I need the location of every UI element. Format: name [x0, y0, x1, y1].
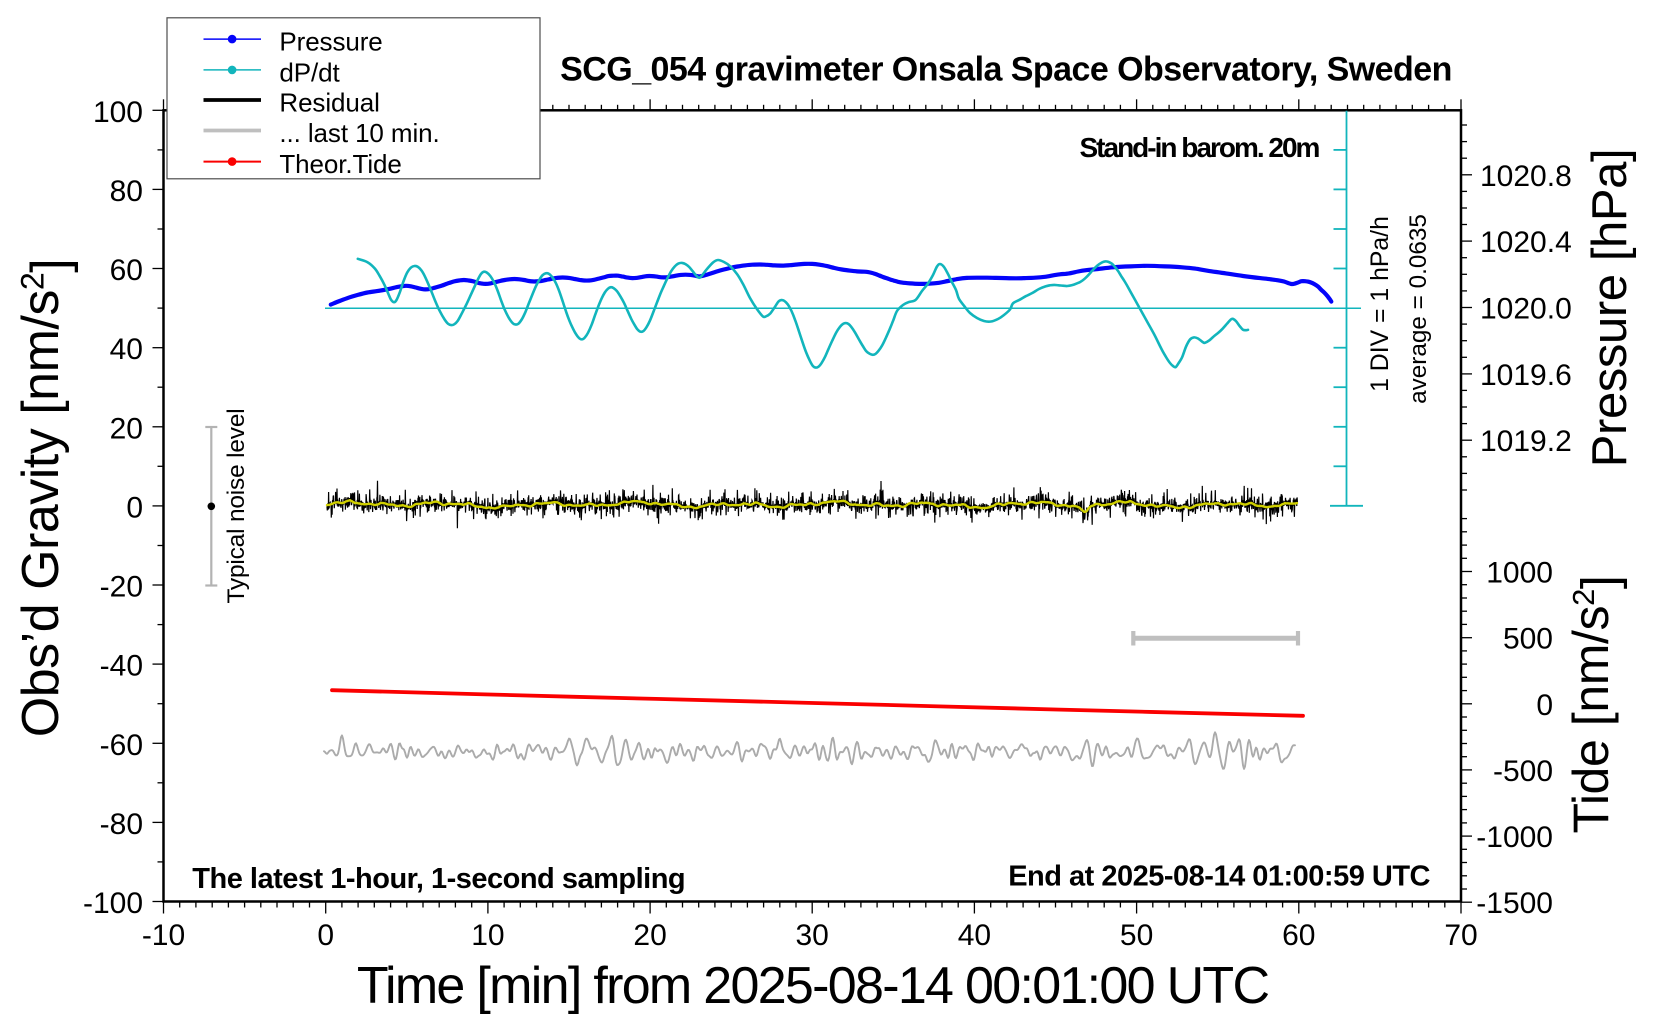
- svg-text:100: 100: [93, 96, 143, 129]
- svg-text:500: 500: [1503, 623, 1553, 656]
- svg-text:1020.8: 1020.8: [1480, 160, 1572, 193]
- svg-text:End at 2025-08-14 01:00:59 UTC: End at 2025-08-14 01:00:59 UTC: [1008, 860, 1430, 892]
- svg-text:1019.2: 1019.2: [1480, 425, 1572, 458]
- svg-text:Typical noise level: Typical noise level: [223, 408, 250, 603]
- svg-text:1020.0: 1020.0: [1480, 293, 1572, 326]
- svg-text:-100: -100: [83, 887, 143, 920]
- svg-text:Pressure [hPa]: Pressure [hPa]: [1583, 149, 1637, 468]
- svg-text:10: 10: [471, 919, 504, 952]
- svg-text:SCG_054 gravimeter Onsala Spac: SCG_054 gravimeter Onsala Space Observat…: [560, 50, 1452, 88]
- svg-text:50: 50: [1120, 919, 1153, 952]
- svg-text:dP/dt: dP/dt: [279, 57, 340, 87]
- svg-text:40: 40: [110, 333, 143, 366]
- svg-text:60: 60: [1282, 919, 1315, 952]
- svg-text:1020.4: 1020.4: [1480, 226, 1572, 259]
- svg-text:Stand-in barom. 20m: Stand-in barom. 20m: [1080, 132, 1320, 163]
- svg-text:... last 10 min.: ... last 10 min.: [279, 118, 439, 148]
- svg-text:0: 0: [317, 919, 334, 952]
- svg-text:-10: -10: [142, 919, 185, 952]
- svg-text:average = 0.0635: average = 0.0635: [1405, 214, 1432, 404]
- svg-text:1000: 1000: [1486, 557, 1553, 590]
- svg-text:-20: -20: [100, 571, 143, 604]
- svg-text:Pressure: Pressure: [279, 27, 382, 57]
- svg-text:Obs’d Gravity [nm/s2]: Obs’d Gravity [nm/s2]: [12, 259, 79, 737]
- svg-text:1 DIV = 1 hPa/h: 1 DIV = 1 hPa/h: [1367, 216, 1394, 392]
- svg-text:20: 20: [110, 412, 143, 445]
- svg-text:Residual: Residual: [279, 88, 379, 118]
- svg-text:0: 0: [1536, 689, 1553, 722]
- svg-text:40: 40: [958, 919, 991, 952]
- svg-text:1019.6: 1019.6: [1480, 359, 1572, 392]
- svg-text:Time [min] from 2025-08-14 00:: Time [min] from 2025-08-14 00:01:00 UTC: [357, 957, 1269, 1015]
- svg-text:70: 70: [1444, 919, 1477, 952]
- svg-text:-500: -500: [1493, 755, 1553, 788]
- svg-text:-80: -80: [100, 808, 143, 841]
- svg-text:60: 60: [110, 254, 143, 287]
- svg-text:-40: -40: [100, 650, 143, 683]
- svg-text:80: 80: [110, 175, 143, 208]
- svg-text:30: 30: [796, 919, 829, 952]
- svg-text:Theor.Tide: Theor.Tide: [279, 149, 401, 179]
- svg-text:The latest 1-hour, 1-second sa: The latest 1-hour, 1-second sampling: [192, 863, 685, 895]
- svg-text:-1500: -1500: [1476, 887, 1553, 920]
- svg-text:-60: -60: [100, 729, 143, 762]
- svg-text:20: 20: [633, 919, 666, 952]
- svg-text:0: 0: [126, 491, 143, 524]
- svg-text:-1000: -1000: [1476, 821, 1553, 854]
- svg-text:Tide [nm/s2]: Tide [nm/s2]: [1563, 576, 1628, 834]
